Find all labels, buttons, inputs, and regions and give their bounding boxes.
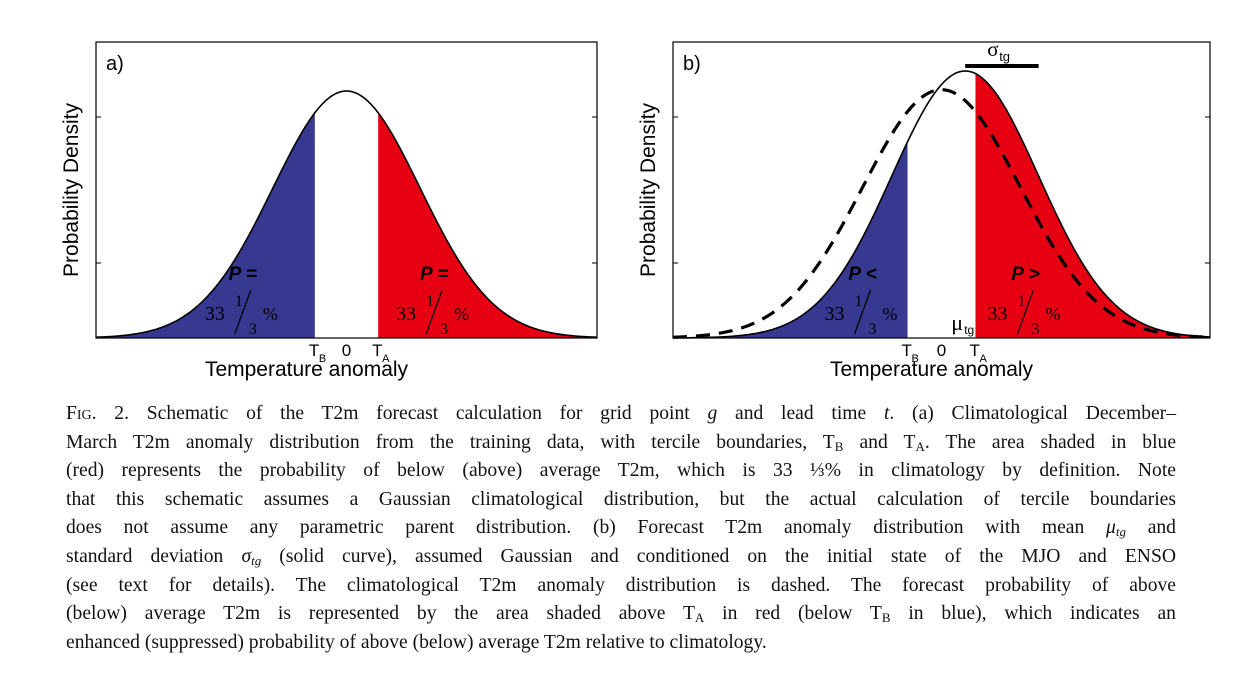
- region-label-pct-sign-above: %: [1045, 304, 1060, 324]
- region-label-pct-below: 33: [825, 303, 845, 325]
- tick-label-ta: T: [372, 341, 382, 360]
- tick-label-ta-sub: A: [979, 353, 987, 365]
- region-label-frac-den-below: 3: [249, 321, 257, 338]
- region-label-frac-num-below: 1: [855, 293, 863, 310]
- curve-dashed: [672, 88, 1211, 339]
- shaded-region-above: [378, 112, 597, 338]
- tick-label-zero: 0: [342, 341, 351, 360]
- region-label-frac-bar-below: [853, 289, 872, 335]
- tick-label-ta: T: [969, 341, 979, 360]
- region-label-frac-bar-below: [234, 289, 252, 335]
- axes-frame: [95, 41, 598, 339]
- figure: T B 0 T A Temperature anomaly Probability Dens…: [60, 37, 1211, 381]
- mean-label-sub: tg: [964, 323, 974, 337]
- region-label-p-above: P =: [420, 264, 448, 285]
- caption-fig-number: Fig. 2.: [66, 403, 129, 424]
- region-label-pct-below: 33: [205, 303, 225, 325]
- panel-label: a): [106, 53, 124, 75]
- figure-caption: Fig. 2. Schematic of the T2m forecast ca…: [66, 400, 1176, 657]
- caption-line-1: Fig. 2. Schematic of the T2m forecast ca…: [66, 403, 1177, 424]
- caption-line-8: (below) average T2m is represented by th…: [66, 603, 1176, 626]
- region-label-frac-bar-above: [425, 289, 443, 335]
- y-axis-label: Probability Density: [60, 103, 83, 277]
- curve-solid: [95, 90, 598, 339]
- axes-frame: [672, 41, 1211, 339]
- caption-line-3: (red) represents the probability of belo…: [66, 460, 1176, 482]
- panel-label: b): [683, 53, 701, 75]
- caption-line-2: March T2m anomaly distribution from the …: [66, 431, 1177, 454]
- region-label-frac-den-above: 3: [1031, 321, 1039, 338]
- y-axis-label: Probability Density: [637, 103, 660, 277]
- region-label-frac-bar-above: [1016, 289, 1035, 335]
- tick-label-ta-sub: A: [382, 353, 390, 365]
- region-label-pct-sign-below: %: [883, 304, 898, 324]
- sigma-label: σ: [987, 37, 998, 61]
- region-label-frac-num-above: 1: [426, 293, 434, 310]
- region-label-pct-above: 33: [987, 303, 1007, 325]
- tick-label-tb-sub: B: [319, 353, 326, 365]
- region-label-frac-den-above: 3: [440, 321, 448, 338]
- curve-solid: [672, 70, 1211, 339]
- tick-label-tb: T: [309, 341, 319, 360]
- shaded-region-above: [975, 73, 1210, 338]
- region-label-p-below: P <: [848, 264, 876, 285]
- region-label-frac-num-below: 1: [235, 293, 243, 310]
- region-label-pct-sign-above: %: [454, 304, 469, 324]
- region-label-frac-den-below: 3: [869, 321, 877, 338]
- mean-label: μ: [951, 310, 963, 335]
- tick-label-tb-sub: B: [912, 353, 919, 365]
- x-axis-label: Temperature anomaly: [830, 358, 1034, 381]
- region-label-p-below: P =: [229, 264, 257, 285]
- region-label-pct-above: 33: [396, 303, 416, 325]
- sigma-label-sub: tg: [999, 49, 1010, 64]
- caption-line-7: (see text for details). The climatologic…: [66, 574, 1176, 596]
- caption-line-4: that this schematic assumes a Gaussian c…: [66, 488, 1176, 510]
- x-axis-label: Temperature anomaly: [205, 358, 409, 381]
- region-label-frac-num-above: 1: [1017, 293, 1025, 310]
- tick-label-tb: T: [902, 341, 912, 360]
- region-label-pct-sign-below: %: [263, 304, 278, 324]
- region-label-p-above: P >: [1011, 264, 1039, 285]
- tick-label-zero: 0: [937, 341, 946, 360]
- caption-line-9: enhanced (suppressed) probability of abo…: [66, 631, 767, 653]
- shaded-region-below: [96, 112, 315, 338]
- caption-line-5: does not assume any parametric parent di…: [66, 517, 1176, 540]
- caption-line-6: standard deviation σtg (solid curve), as…: [66, 545, 1176, 568]
- shaded-region-below: [673, 141, 908, 338]
